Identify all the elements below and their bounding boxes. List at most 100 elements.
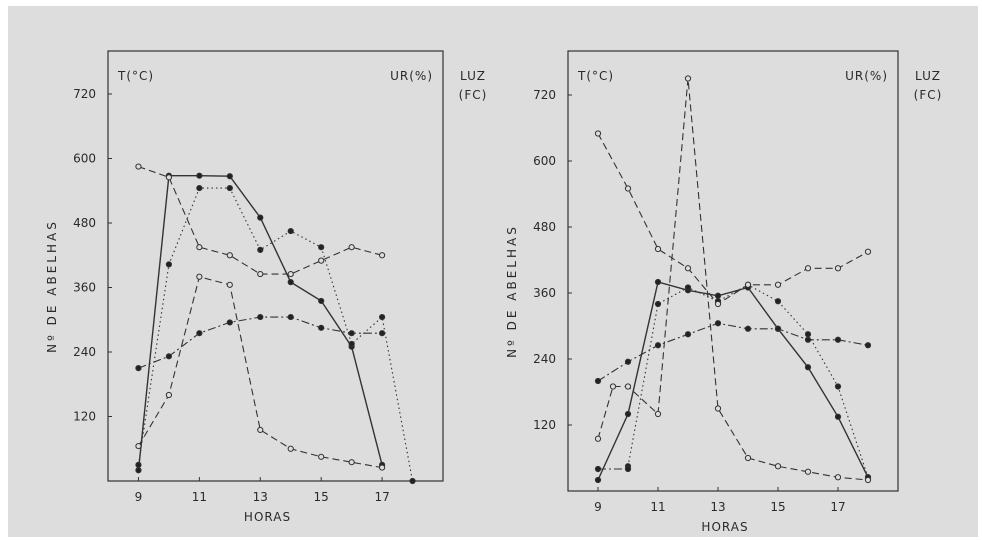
series-4-point [804, 336, 812, 343]
figure: 120 240 360 480 600 720 9 11 13 15 17 HORAS Nº DE AB… [8, 6, 978, 537]
series-5-point [135, 442, 142, 450]
series-5-point [684, 75, 692, 82]
series-4-point [714, 320, 722, 327]
y-tick-label: 600 [73, 152, 96, 166]
series-1-point [594, 476, 602, 484]
series-5-point [318, 453, 325, 460]
temperature-label: T(°C) [577, 69, 614, 83]
y-tick-label: 720 [73, 87, 96, 101]
series-1-point [135, 467, 142, 474]
y-tick-label: 360 [533, 286, 556, 300]
series-3-point [624, 185, 632, 192]
series-1-point [714, 292, 722, 299]
series-2-point [287, 227, 294, 235]
series-5-point [196, 273, 203, 280]
series-1-point [654, 278, 662, 286]
series-5-point [287, 445, 294, 452]
series-5-line [597, 78, 869, 481]
series-3-point [714, 300, 722, 308]
series-4-point [287, 313, 294, 321]
series-3-point [226, 252, 233, 259]
series-3-point [594, 130, 602, 137]
series-2-point [135, 461, 142, 468]
series-1-point [257, 214, 264, 221]
light-unit-label: (FC) [459, 88, 488, 102]
x-tick-label: 9 [135, 490, 143, 504]
x-tick-label: 15 [314, 490, 329, 504]
y-tick-label: 240 [533, 352, 556, 366]
series-5-point [654, 410, 662, 418]
series-3-point [378, 252, 386, 259]
series-2-point [165, 261, 173, 268]
y-tick-label: 120 [533, 418, 556, 432]
series-6-point [594, 465, 602, 473]
light-label: LUZ [915, 69, 941, 83]
series-4-point [165, 353, 173, 360]
light-label: LUZ [460, 69, 486, 83]
series-3-point [864, 248, 872, 255]
series-3-point [135, 163, 142, 170]
y-tick-label: 480 [73, 216, 96, 230]
series-3-line [138, 166, 383, 275]
series-5-point [165, 391, 173, 399]
x-tick-label: 13 [710, 500, 725, 514]
x-axis-label: HORAS [244, 510, 291, 524]
series-1-point [196, 172, 203, 179]
y-tick-label: 240 [73, 345, 96, 359]
series-4-point [684, 331, 692, 338]
series-3-point [834, 265, 842, 272]
series-1-point [624, 410, 632, 418]
series-3-point [774, 281, 782, 288]
humidity-label: UR(%) [845, 69, 888, 83]
series-1-point [318, 297, 325, 305]
y-tick-label: 600 [533, 154, 556, 168]
series-4-point [624, 358, 632, 365]
temperature-label: T(°C) [117, 69, 154, 83]
series-4-point [318, 324, 325, 331]
series-3-point [196, 244, 203, 251]
chart-1: 120 240 360 480 600 720 9 11 13 15 17 HORAS Nº DE AB… [45, 50, 488, 524]
series-2-point [196, 184, 203, 192]
series-2-point [774, 298, 782, 305]
series-4-point [864, 342, 872, 349]
series-2-line [627, 284, 869, 478]
y-tick-label: 120 [73, 410, 96, 424]
series-5-point [864, 476, 872, 484]
series-4-point [378, 330, 386, 337]
series-5-point [609, 383, 617, 390]
x-tick-label: 17 [830, 500, 845, 514]
series-2-point [318, 244, 325, 251]
series-5-line [138, 276, 383, 469]
series-1-point [804, 364, 812, 371]
plot-frame [107, 50, 444, 482]
series-3-point [257, 270, 264, 278]
series-4-point [834, 336, 842, 343]
series-4-point [774, 325, 782, 332]
series-4-line [597, 322, 869, 382]
series-5-point [594, 435, 602, 442]
series-3-point [348, 244, 355, 251]
y-axis-label: Nº DE ABELHAS [505, 224, 519, 358]
series-3-line [597, 133, 869, 305]
series-2-point [684, 284, 692, 291]
x-tick-label: 13 [253, 490, 268, 504]
x-tick-label: 17 [374, 490, 389, 504]
series-5-point [774, 463, 782, 470]
series-4-point [654, 342, 662, 349]
x-axis-label: HORAS [701, 520, 748, 534]
series-5-point [834, 474, 842, 481]
series-4-point [135, 365, 142, 372]
series-5-point [714, 405, 722, 412]
series-6-point [624, 465, 632, 473]
series-5-point [348, 459, 355, 466]
series-2-point [409, 477, 416, 485]
light-unit-label: (FC) [914, 88, 943, 102]
plot-frame [567, 50, 899, 492]
y-tick-label: 720 [533, 88, 556, 102]
series-5-point [804, 468, 812, 475]
series-2-point [834, 383, 842, 390]
x-tick-label: 11 [650, 500, 665, 514]
series-5-point [226, 281, 233, 288]
series-2-point [348, 340, 355, 348]
series-2-point [226, 184, 233, 192]
